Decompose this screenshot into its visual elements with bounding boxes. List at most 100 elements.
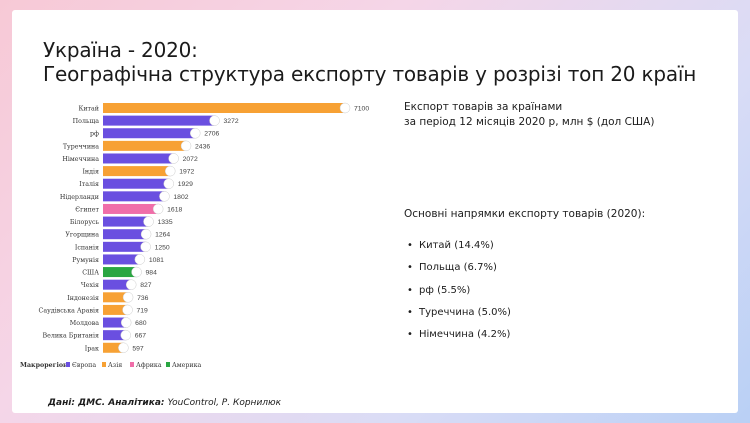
directions-list: • Китай (14.4%) • Польща (6.7%) • рф (5.5%)… xyxy=(407,240,511,351)
bar xyxy=(103,229,147,240)
direction-label: Китай (14.4%) xyxy=(419,240,494,251)
value-label: 1250 xyxy=(155,244,170,251)
bar xyxy=(103,115,215,126)
direction-label: рф (5.5%) xyxy=(419,284,471,296)
bar xyxy=(103,140,187,151)
legend-swatch xyxy=(166,362,170,367)
value-label: 1618 xyxy=(167,206,182,213)
value-label: 667 xyxy=(135,333,147,340)
value-label: 736 xyxy=(137,295,149,302)
direction-label: Польща (6.7%) xyxy=(419,262,497,274)
bar xyxy=(103,191,165,202)
category-label: Саудівська Аравія xyxy=(39,307,99,314)
bar xyxy=(103,267,137,278)
bar xyxy=(103,304,128,315)
slide-card: Україна - 2020: Географічна структура ек… xyxy=(12,10,738,413)
bar xyxy=(103,216,149,227)
category-label: Чехія xyxy=(81,282,99,289)
flag-icon xyxy=(131,266,142,278)
direction-label: Німеччина (4.2%) xyxy=(419,329,511,341)
category-label: Італія xyxy=(79,181,99,188)
value-label: 3272 xyxy=(224,118,239,125)
flag-icon xyxy=(125,279,137,290)
bar xyxy=(103,254,140,265)
value-label: 984 xyxy=(146,270,158,277)
bullet-icon: • xyxy=(407,329,413,341)
bar xyxy=(103,330,126,341)
flag-icon xyxy=(134,254,146,265)
source-prefix: Дані: ДМС. Аналітика: xyxy=(48,398,168,408)
bar xyxy=(103,166,171,177)
category-label: Індія xyxy=(82,169,99,176)
category-label: Єгипет xyxy=(75,206,99,213)
value-label: 597 xyxy=(132,345,144,352)
value-label: 680 xyxy=(135,320,147,327)
legend-title: Макрорегіон: xyxy=(20,362,70,369)
bar xyxy=(103,279,132,290)
legend-label: Америка xyxy=(172,362,202,369)
flag-icon xyxy=(168,153,179,164)
category-label: Нідерланди xyxy=(60,194,99,201)
value-label: 1081 xyxy=(149,257,164,264)
category-label: Іспанія xyxy=(75,244,99,251)
bullet-icon: • xyxy=(407,306,413,318)
export-info: Експорт товарів за країнами за період 12… xyxy=(404,100,654,130)
category-label: Індонезія xyxy=(67,295,99,302)
category-label: Угорщина xyxy=(65,232,99,239)
flag-icon xyxy=(209,115,220,126)
category-label: Румунія xyxy=(72,257,99,264)
export-info-line1: Експорт товарів за країнами xyxy=(404,101,563,113)
value-label: 719 xyxy=(137,307,149,314)
value-label: 7100 xyxy=(354,106,369,113)
direction-item: • Польща (6.7%) xyxy=(407,262,511,284)
bar xyxy=(103,241,146,252)
directions-title: Основні напрямки експорту товарів (2020)… xyxy=(404,208,646,220)
export-bar-chart: Китай 7100 Польща 3272 рф 2706 Туреччина 2436 Ні… xyxy=(20,102,369,369)
value-label: 1972 xyxy=(179,169,194,176)
direction-item: • Німеччина (4.2%) xyxy=(407,329,511,351)
direction-item: • Китай (14.4%) xyxy=(407,240,511,262)
value-label: 1335 xyxy=(158,219,173,226)
bar xyxy=(103,178,169,189)
flag-icon xyxy=(120,317,132,328)
category-label: США xyxy=(82,270,99,277)
source-note: Дані: ДМС. Аналітика: YouControl, Р. Кор… xyxy=(48,398,281,408)
legend-label: Європа xyxy=(72,362,96,369)
bar xyxy=(103,128,196,139)
page-title: Україна - 2020: xyxy=(43,38,198,62)
direction-item: • Туреччина (5.0%) xyxy=(407,307,511,329)
value-label: 2072 xyxy=(183,156,198,163)
flag-icon xyxy=(120,329,131,341)
bar xyxy=(103,292,129,303)
category-label: Ірак xyxy=(85,345,99,352)
value-label: 1264 xyxy=(155,232,170,239)
category-label: Велика Британія xyxy=(42,333,99,340)
flag-icon xyxy=(339,102,351,114)
legend-swatch xyxy=(130,362,134,367)
flag-icon xyxy=(143,216,154,227)
flag-icon xyxy=(122,292,134,303)
value-label: 1929 xyxy=(178,181,193,188)
page-subtitle: Географічна структура експорту товарів у… xyxy=(43,62,697,86)
category-label: рф xyxy=(90,131,99,138)
value-label: 2436 xyxy=(195,143,210,150)
export-info-line2: за період 12 місяців 2020 р, млн $ (дол … xyxy=(404,116,655,128)
bar xyxy=(103,203,159,214)
bullet-icon: • xyxy=(407,284,413,296)
category-label: Білорусь xyxy=(70,219,100,226)
bar xyxy=(103,153,174,164)
flag-icon xyxy=(189,127,201,139)
bullet-icon: • xyxy=(407,262,413,274)
bar xyxy=(103,342,124,353)
category-label: Польща xyxy=(73,118,100,125)
category-label: Китай xyxy=(78,106,99,113)
legend-label: Азія xyxy=(108,362,122,369)
bullet-icon: • xyxy=(407,240,413,251)
flag-icon xyxy=(159,191,170,202)
category-label: Німеччина xyxy=(62,156,99,163)
flag-icon xyxy=(140,241,151,253)
flag-icon xyxy=(122,304,133,316)
value-label: 1802 xyxy=(173,194,188,201)
bar xyxy=(103,317,127,328)
bar xyxy=(103,103,345,113)
